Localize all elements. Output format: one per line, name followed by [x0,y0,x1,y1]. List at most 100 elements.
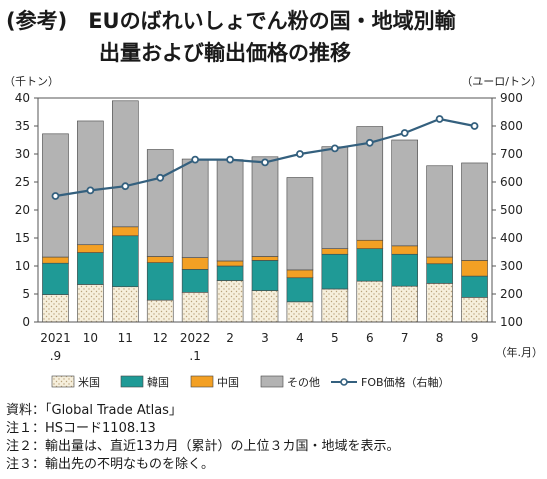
bar-segment-4 [181,158,209,258]
x-tick-label: 2021 [40,331,71,345]
right-tick-label: 100 [500,315,523,329]
chart: （千トン） （ユーロ/トン） （年.月） 0510152025303540100… [4,75,544,389]
x-tick-label: 3 [261,331,269,345]
chart-title: (参考) EUのばれいしょでん粉の国・地域別輸 出量および輸出価格の推移 [6,5,546,69]
fob-price-point [121,182,130,191]
left-tick-label: 5 [22,287,30,301]
legend-label: 中国 [217,376,239,389]
x-tick-label: 8 [436,331,444,345]
bar-segment-4 [321,146,349,249]
bar-segment-1 [181,292,209,323]
bar-segment-1 [461,297,488,323]
left-tick-label: 15 [15,231,30,245]
left-axis-unit: （千トン） [4,75,59,88]
bar-segment-3 [112,226,139,237]
bar-segment-2 [181,269,209,293]
bar-segment-4 [251,156,279,257]
bar-segment-3 [146,256,174,263]
left-tick-label: 25 [15,175,30,189]
left-tick-label: 20 [15,203,30,217]
note-2: 注２：輸出量は、直近13カ月（累計）の上位３カ国・地域を表示。 [6,439,400,454]
note-source: 資料：「Global Trade Atlas」 [6,403,182,418]
bar-segment-2 [461,275,488,298]
right-tick-label: 500 [500,203,523,217]
x-tick-label: 7 [401,331,409,345]
bar-segment-2 [426,263,453,284]
bar-segment-3 [42,256,69,264]
x-tick-label: 2022 [180,331,211,345]
x-tick-label: 5 [331,331,339,345]
fob-price-point [435,115,444,123]
left-tick-label: 10 [15,259,30,273]
fob-price-point [330,144,339,153]
bar-segment-3 [356,239,384,249]
bar-segment-3 [461,260,488,277]
bar-segment-3 [77,244,104,253]
bar-segment-1 [426,283,453,323]
legend-label: FOB価格（右軸） [361,375,450,389]
x-tick-sublabel: .9 [50,349,61,363]
right-tick-label: 600 [500,175,523,189]
bar-segment-4 [391,139,418,247]
fob-price-point [400,129,409,137]
bar-segment-2 [286,277,314,303]
note-3: 注３：輸出先の不明なものを除く。 [6,457,215,472]
bar-segment-4 [426,165,453,258]
x-tick-label: 4 [296,331,304,345]
legend-swatch [190,375,214,388]
right-tick-label: 800 [500,119,523,133]
legend-swatch [260,375,284,388]
bar-segment-4 [461,162,488,261]
legend-swatch [51,375,75,388]
right-tick-label: 200 [500,287,523,301]
fob-price-point [51,192,60,200]
legend-label: その他 [287,376,320,389]
bar-segment-2 [216,265,244,281]
bar-segment-1 [356,280,384,323]
bar-segment-1 [321,288,349,323]
bar-segment-4 [146,149,174,257]
bar-segment-3 [321,248,349,255]
fob-price-point [365,138,374,147]
bar-segment-1 [286,301,314,323]
right-tick-label: 400 [500,231,523,245]
bar-segment-2 [321,253,349,290]
left-tick-label: 40 [15,91,30,105]
bar-segment-2 [391,253,418,287]
fob-price-point [191,155,200,164]
bar-segment-1 [77,284,104,323]
legend-label: 韓国 [147,376,169,389]
bar-segment-1 [42,294,69,323]
x-tick-label: 11 [118,331,133,345]
bar-segment-2 [356,248,384,282]
legend-label: 米国 [78,376,100,389]
fob-price-point [296,150,304,158]
right-tick-label: 700 [500,147,523,161]
fob-price-point [156,173,165,182]
fob-price-point [261,158,269,167]
bar-segment-4 [112,100,139,228]
bar-segment-1 [112,286,139,323]
bar-segment-3 [286,269,314,279]
left-tick-label: 35 [15,119,30,133]
x-tick-sublabel: .1 [189,349,200,363]
bar-segment-4 [286,177,314,271]
bar-segment-3 [391,245,418,255]
bar-segment-2 [112,235,139,288]
x-tick-label: 10 [83,331,98,345]
x-tick-label: 2 [226,331,234,345]
bar-segment-1 [216,280,244,323]
bar-segment-3 [426,256,453,265]
bar-segment-2 [146,262,174,301]
left-tick-label: 30 [15,147,30,161]
notes: 資料：「Global Trade Atlas」 注１：HSコード1108.13 … [6,402,400,474]
legend-swatch [120,375,144,388]
bar-segment-3 [251,256,279,261]
bar-segment-3 [216,260,244,267]
bar-segment-1 [251,290,279,323]
title-line-2: 出量および輸出価格の推移 [99,41,351,65]
x-axis-unit: （年.月） [496,345,544,359]
note-1: 注１：HSコード1108.13 [6,421,156,436]
bar-segment-2 [251,260,279,291]
x-tick-label: 12 [153,331,168,345]
